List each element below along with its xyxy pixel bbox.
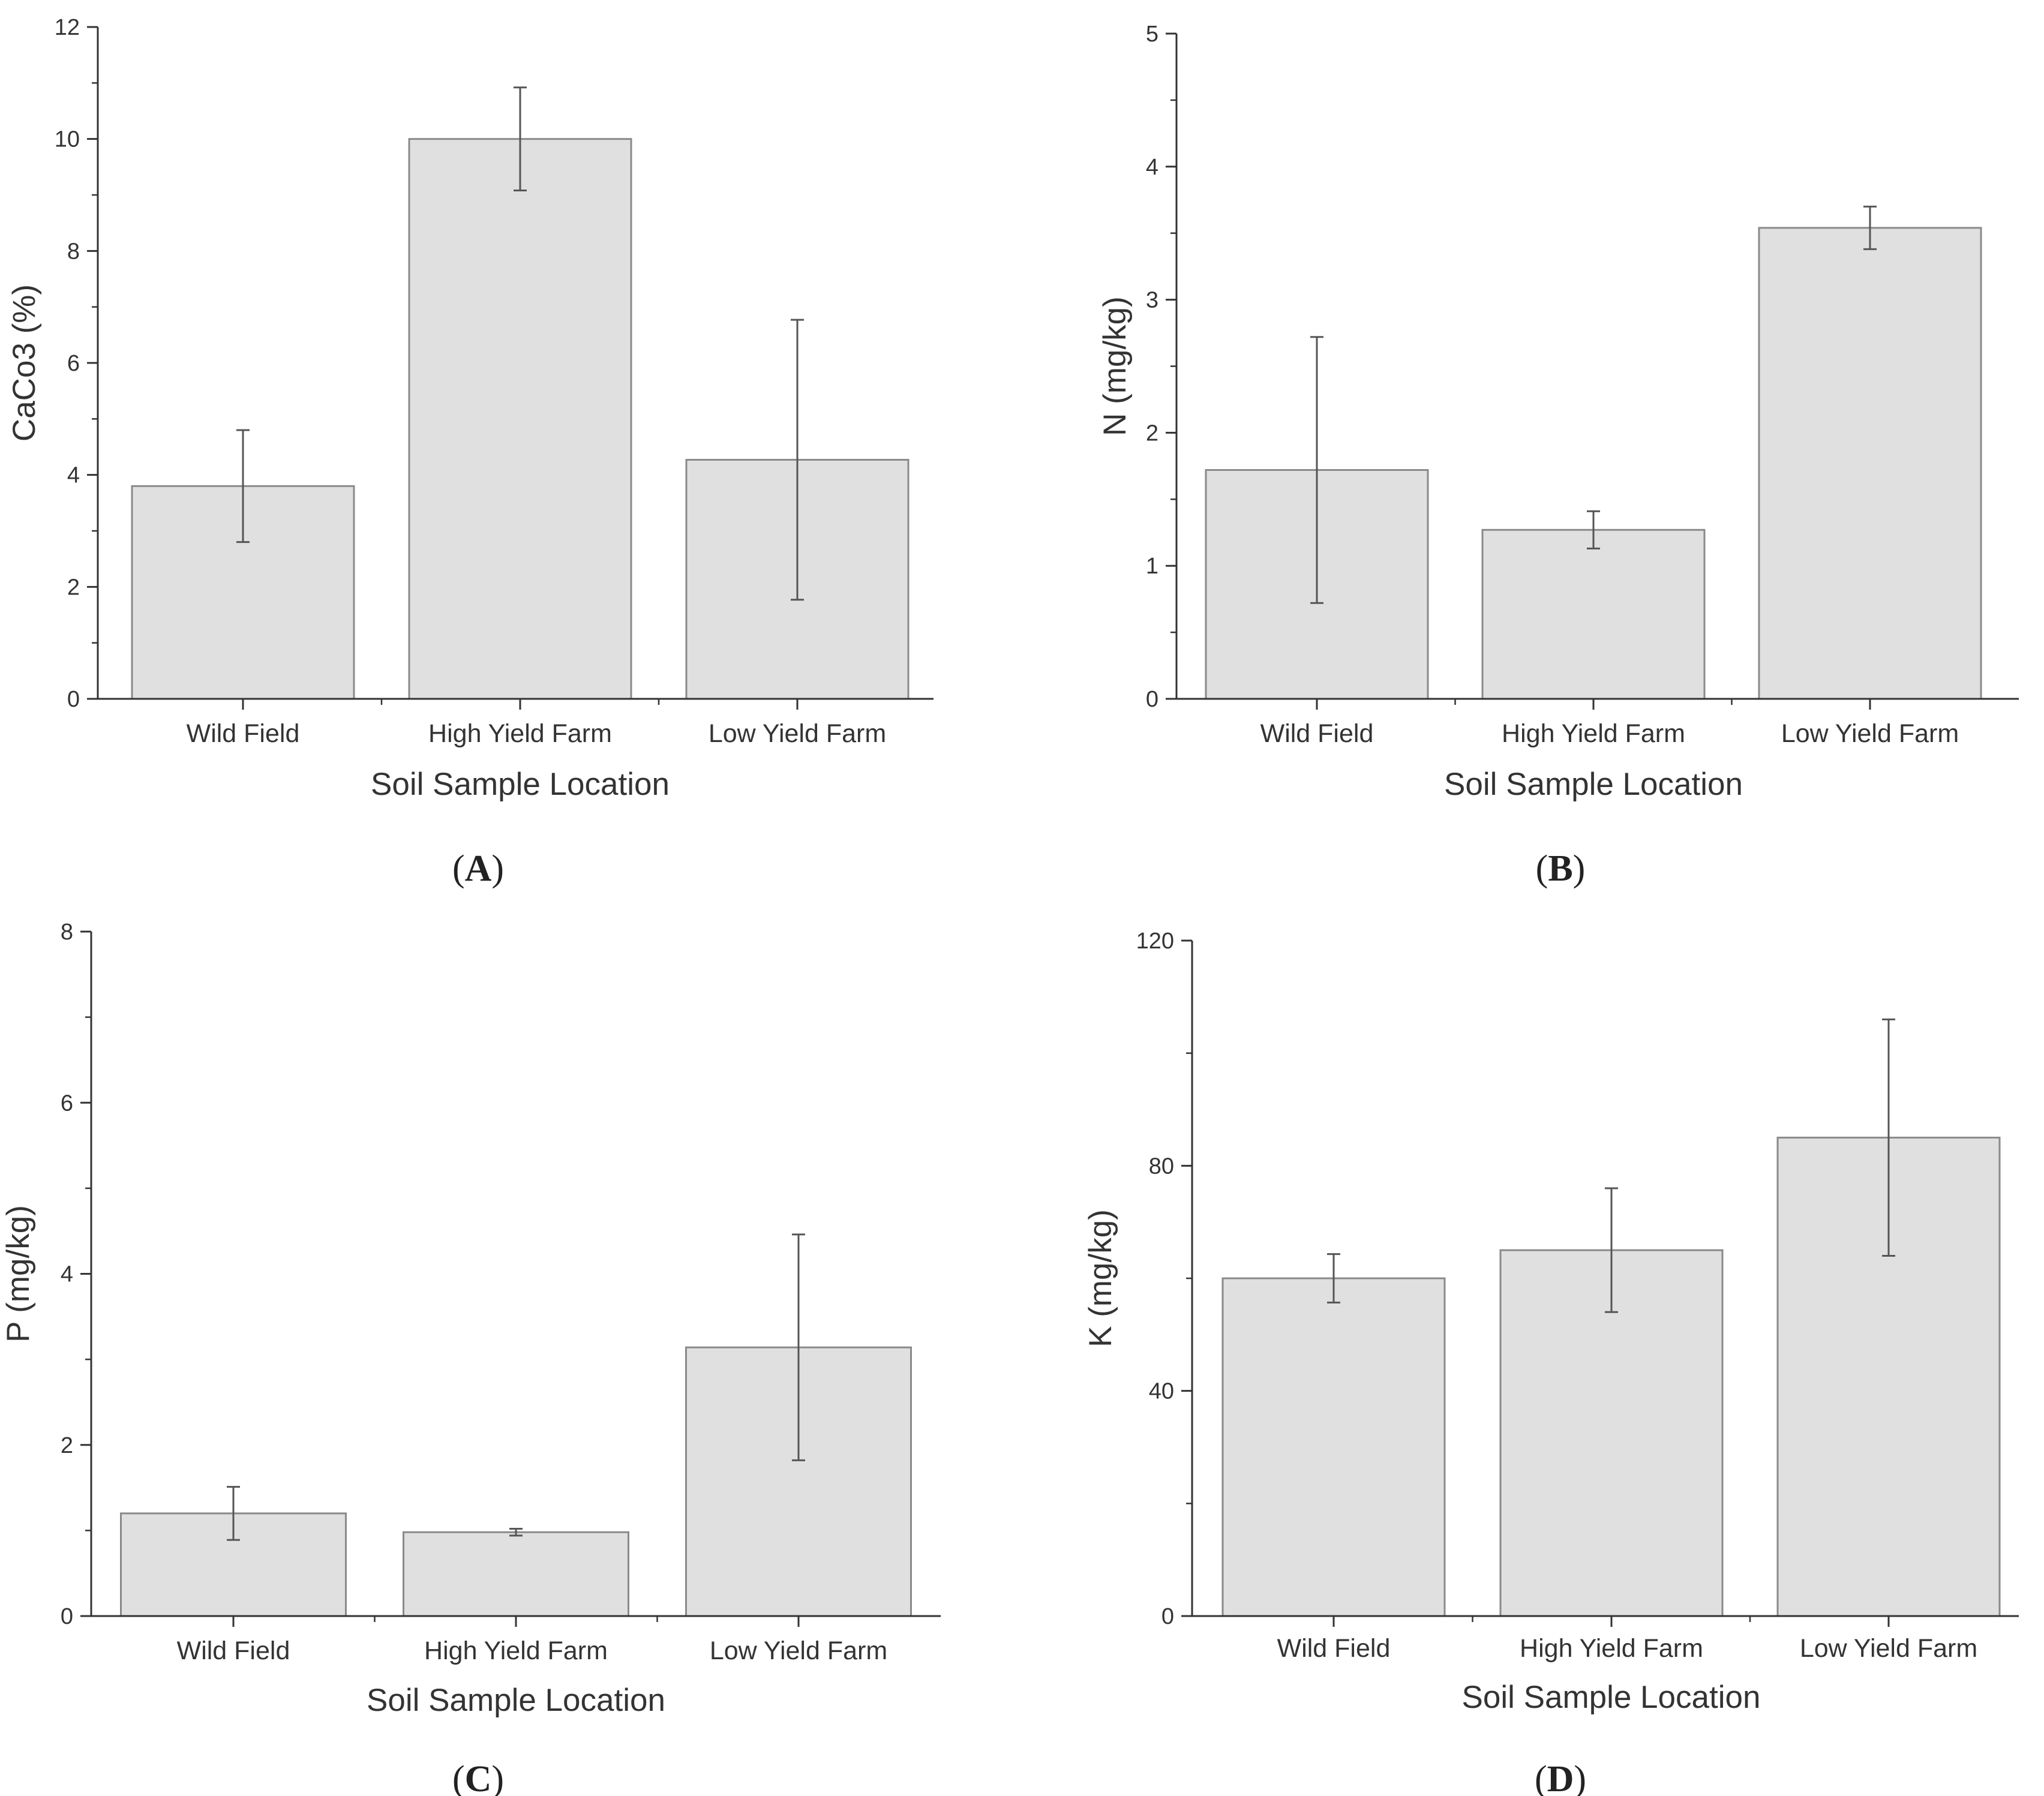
panel-label: (B) [1536,848,1586,889]
y-tick-label: 6 [61,1091,73,1116]
panel-label-close-paren: ) [1574,1759,1586,1796]
y-tick-label: 80 [1149,1154,1174,1179]
errorbar-b-1 [1310,336,1323,604]
x-tick-label: Low Yield Farm [710,1636,887,1665]
errorbar-d-1 [1327,1253,1340,1304]
y-tick-label: 5 [1146,22,1158,47]
x-tick-label: High Yield Farm [1502,719,1685,748]
y-tick-label: 2 [61,1433,73,1458]
errorbar-d-3 [1882,1018,1895,1257]
chart-panel-b: 0 1 2 3 4 5 Wild Field High Yield Farm Low Yield… [1097,22,2019,889]
errorbar-b-2 [1587,510,1600,549]
bar-a-2 [408,138,632,700]
x-tick-label: Low Yield Farm [709,719,886,748]
x-axis-title: Soil Sample Location [367,1683,665,1718]
x-tick-label: High Yield Farm [424,1636,608,1665]
errorbar-a-1 [236,429,250,543]
errorbar-c-1 [227,1486,240,1541]
panel-label: (C) [452,1759,504,1796]
bar-d-1 [1221,1277,1446,1617]
errorbar-a-2 [514,86,527,192]
y-tick-label: 0 [1161,1604,1174,1629]
errorbar-b-3 [1863,205,1877,250]
x-tick-label: High Yield Farm [1520,1634,1703,1663]
x-tick-label: Wild Field [177,1636,290,1665]
y-tick-label: 1 [1146,554,1158,579]
x-tick-label: Wild Field [1260,719,1374,748]
x-tick-label: High Yield Farm [428,719,612,748]
y-tick-label: 4 [67,463,80,488]
chart-panel-c: 0 2 4 6 8 Wild Field High Yield Farm Low Yield … [1,920,941,1796]
y-tick-label: 3 [1146,288,1158,313]
chart-panel-d: 0 40 80 120 Wild Field High Yield Farm Low Yie… [1083,929,2019,1796]
y-tick-label: 10 [55,127,80,152]
y-tick-label: 120 [1136,929,1174,954]
panel-label: (D) [1535,1759,1586,1796]
panel-label-letter: D [1547,1759,1574,1796]
y-axis-title: K (mg/kg) [1083,1209,1118,1347]
y-tick-label: 0 [67,687,80,712]
panel-label-open-paren: ( [452,1759,465,1796]
panel-label-close-paren: ) [1573,848,1586,889]
y-tick-label: 8 [67,239,80,264]
y-tick-label: 0 [61,1604,73,1629]
panel-label-letter: B [1548,848,1572,889]
x-axis-title: Soil Sample Location [1444,767,1743,802]
y-tick-label: 40 [1149,1379,1174,1404]
panel-label-open-paren: ( [1535,1759,1547,1796]
chart-panel-a: 0 2 4 6 8 10 12 Wild Field High Yield Farm Low Yi… [7,15,934,889]
bar-b-3 [1758,227,1982,700]
y-tick-label: 0 [1146,687,1158,712]
x-tick-label: Low Yield Farm [1800,1634,1977,1663]
y-tick-label: 2 [67,575,80,600]
panel-label: (A) [452,848,504,889]
y-tick-label: 2 [1146,421,1158,446]
y-tick-label: 12 [55,15,80,40]
x-axis-title: Soil Sample Location [371,767,670,802]
x-axis-title: Soil Sample Location [1462,1680,1761,1715]
panel-label-close-paren: ) [491,1759,504,1796]
y-axis-title: P (mg/kg) [1,1205,36,1343]
bar-c-2 [403,1531,629,1617]
errorbar-d-2 [1605,1187,1618,1313]
y-tick-label: 6 [67,351,80,376]
y-tick-label: 4 [1146,155,1158,180]
x-tick-label: Low Yield Farm [1781,719,1959,748]
errorbar-c-2 [509,1528,523,1537]
y-axis-title: N (mg/kg) [1097,296,1133,436]
panel-label-letter: C [465,1759,492,1796]
x-tick-label: Wild Field [1277,1634,1391,1663]
panel-label-letter: A [465,848,492,889]
y-axis-title: CaCo3 (%) [7,284,42,442]
y-tick-label: 4 [61,1262,73,1287]
x-tick-label: Wild Field [187,719,300,748]
y-tick-label: 8 [61,920,73,945]
panel-label-open-paren: ( [452,848,465,889]
bar-b-2 [1481,528,1706,700]
panel-label-open-paren: ( [1536,848,1548,889]
errorbar-a-3 [791,319,804,601]
errorbar-c-3 [792,1233,805,1461]
panel-label-close-paren: ) [491,848,504,889]
